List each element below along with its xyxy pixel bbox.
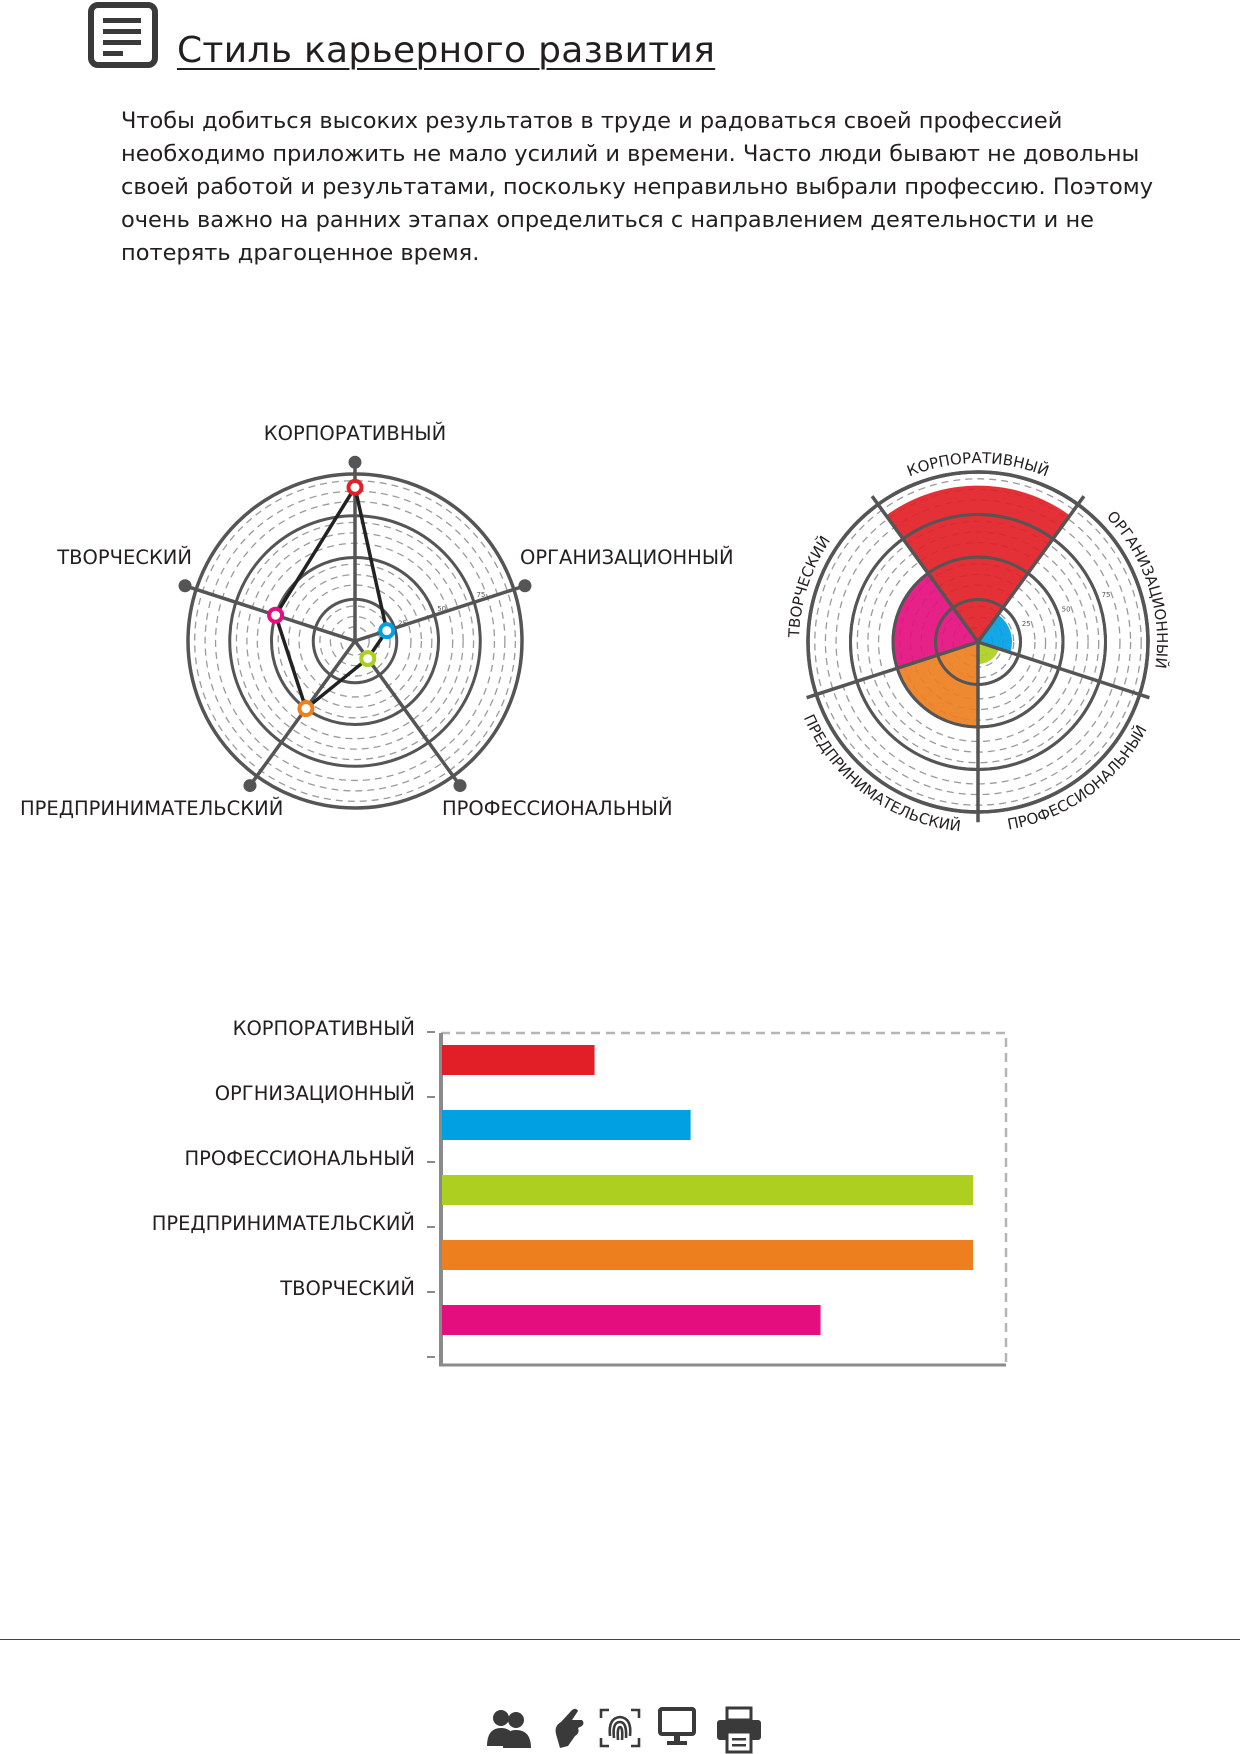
ring-label: 25	[398, 619, 407, 627]
radar-axis-label: ПРЕДПРИНИМАТЕЛЬСКИЙ	[20, 797, 283, 820]
radar-point	[267, 606, 285, 624]
radar-chart: 25 50 75 КОРПОРАТИВНЫЙ ОРГАНИЗАЦИОННЫЙ ПРОФЕС…	[20, 422, 734, 820]
bar-chart: КОРПОРАТИВНЫЙ ОРГНИЗАЦИОННЫЙ ПРОФЕССИОНАЛЬ…	[152, 1017, 1008, 1367]
bar-category-label: ОРГНИЗАЦИОННЫЙ	[215, 1082, 415, 1105]
sector-boundary	[976, 495, 1086, 644]
axis-end-dot	[348, 455, 362, 469]
pointing-hand-icon[interactable]	[552, 1706, 586, 1750]
bar	[442, 1045, 595, 1075]
document-icon	[88, 2, 158, 68]
plot-frame	[441, 1031, 1008, 1365]
radar-axis-label: ОРГАНИЗАЦИОННЫЙ	[520, 546, 734, 569]
rose-chart: 255075КОРПОРАТИВНЫЙОРГАНИЗАЦИОННЫЙПРОФЕС…	[785, 449, 1171, 835]
ring-label: 75	[476, 591, 485, 599]
bar	[442, 1175, 974, 1205]
rose-sector	[893, 573, 978, 669]
ring-label: 75	[1102, 591, 1111, 599]
radar-series-line	[273, 485, 389, 711]
bar-category-label: КОРПОРАТИВНЫЙ	[233, 1017, 415, 1040]
intro-paragraph: Чтобы добиться высоких результатов в тру…	[121, 108, 1154, 266]
sector-boundary	[806, 640, 979, 700]
axis-end-dot	[518, 579, 532, 593]
sector-boundary	[977, 640, 1150, 700]
axis-end-dot	[453, 779, 467, 793]
fingerprint-icon[interactable]	[598, 1706, 642, 1750]
dashed-ring	[319, 605, 391, 677]
ring-label: 25	[1022, 620, 1031, 628]
axis-end-dot	[243, 779, 257, 793]
people-icon[interactable]	[485, 1706, 533, 1750]
dashed-ring	[204, 490, 506, 792]
ring-label: 50	[1062, 606, 1071, 614]
bar	[442, 1305, 821, 1335]
ring-label: 50	[437, 605, 446, 613]
bar-category-label: ТВОРЧЕСКИЙ	[279, 1277, 415, 1300]
printer-icon[interactable]	[715, 1706, 763, 1754]
dashed-ring	[214, 500, 496, 782]
radar-axis-label: КОРПОРАТИВНЫЙ	[264, 422, 446, 445]
radar-point	[378, 622, 396, 640]
bar	[442, 1240, 974, 1270]
dashed-ring	[194, 480, 516, 802]
footer-icon-bar	[485, 1706, 765, 1754]
radar-axis-label: ПРОФЕССИОНАЛЬНЫЙ	[442, 797, 673, 820]
page-title: Стиль карьерного развития	[177, 30, 716, 71]
dashed-ring	[824, 488, 1132, 796]
radar-point	[346, 478, 364, 496]
radar-axis-label: ТВОРЧЕСКИЙ	[56, 546, 192, 569]
monitor-icon[interactable]	[657, 1706, 697, 1748]
bar-category-label: ПРОФЕССИОНАЛЬНЫЙ	[184, 1147, 415, 1170]
axis-end-dot	[178, 579, 192, 593]
rose-sector	[886, 485, 1070, 642]
radar-point	[297, 700, 315, 718]
bar	[442, 1110, 691, 1140]
bar-category-label: ПРЕДПРИНИМАТЕЛЬСКИЙ	[152, 1212, 415, 1235]
dashed-ring	[298, 584, 412, 698]
radar-point	[359, 650, 377, 668]
sector-boundary	[870, 495, 980, 644]
polar-grid: 25 50 75	[184, 462, 526, 810]
footer-divider	[0, 1639, 1240, 1640]
dashed-ring	[877, 541, 1079, 743]
